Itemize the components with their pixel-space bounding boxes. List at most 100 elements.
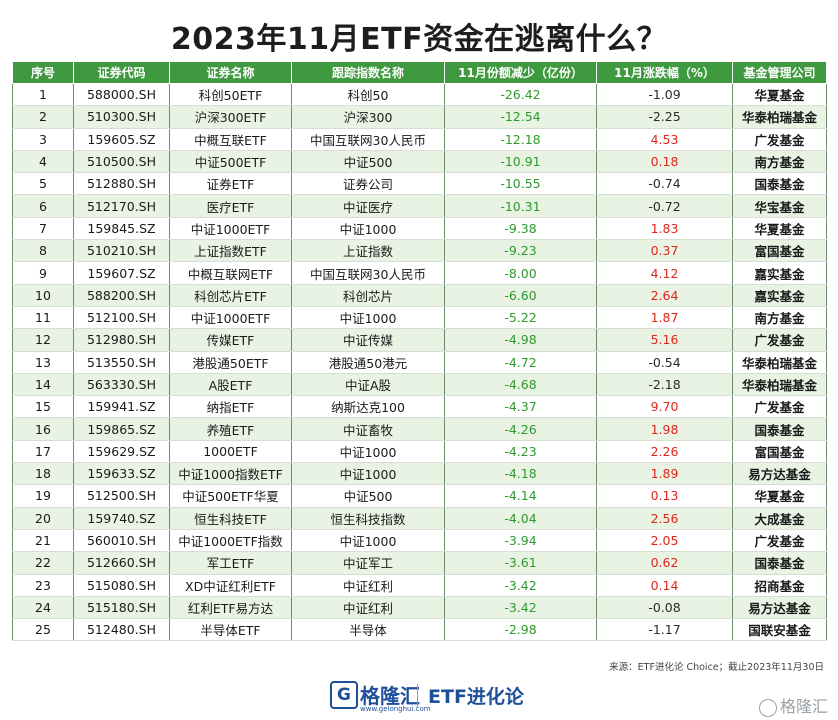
cell-index-name: 中证传媒	[291, 328, 445, 352]
cell-manager: 国泰基金	[732, 172, 827, 196]
cell-price-change: 2.64	[596, 284, 733, 307]
cell-code: 560010.SH	[73, 529, 170, 553]
cell-name: 中证1000ETF	[169, 306, 292, 330]
cell-index-name: 中证红利	[291, 596, 445, 620]
cell-price-change: 4.53	[596, 128, 733, 151]
cell-code: 588000.SH	[73, 83, 170, 107]
col-header-index: 序号	[12, 61, 74, 84]
cell-index-name: 恒生科技指数	[291, 507, 445, 530]
cell-name: 中概互联网ETF	[169, 261, 292, 285]
cell-manager: 易方达基金	[732, 596, 827, 620]
cell-share-change: -2.98	[444, 618, 597, 642]
table-row: 23 515080.SH XD中证红利ETF 中证红利 -3.42 0.14 招商基金	[12, 574, 827, 597]
cell-index-name: 中证1000	[291, 217, 445, 241]
cell-manager: 华宝基金	[732, 194, 827, 218]
table-row: 3 159605.SZ 中概互联ETF 中国互联网30人民币 -12.18 4.53 广发基…	[12, 128, 827, 151]
table-row: 16 159865.SZ 养殖ETF 中证畜牧 -4.26 1.98 国泰基金	[12, 417, 827, 441]
cell-index: 11	[12, 306, 74, 330]
table-header-row: 序号 证券代码 证券名称 跟踪指数名称 11月份额减少（亿份） 11月涨跌幅（%…	[12, 61, 827, 84]
cell-name: 科创50ETF	[169, 83, 292, 107]
table-row: 20 159740.SZ 恒生科技ETF 恒生科技指数 -4.04 2.56 大成基金	[12, 507, 827, 530]
footer: G 格隆汇 www.gelonghui.com ETF进化论 格隆汇	[0, 675, 838, 720]
cell-name: 纳指ETF	[169, 395, 292, 419]
cell-code: 588200.SH	[73, 284, 170, 307]
cell-index-name: 中证500	[291, 484, 445, 508]
cell-name: 中概互联ETF	[169, 128, 292, 151]
cell-code: 515180.SH	[73, 596, 170, 620]
source-note: 来源：ETF进化论 Choice；截止2023年11月30日	[609, 662, 824, 673]
cell-index: 3	[12, 128, 74, 151]
col-header-index-name: 跟踪指数名称	[291, 61, 445, 84]
col-header-manager: 基金管理公司	[732, 61, 827, 84]
cell-share-change: -3.42	[444, 596, 597, 620]
cell-name: 红利ETF易方达	[169, 596, 292, 620]
watermark-logo-icon	[758, 698, 777, 717]
cell-code: 512500.SH	[73, 484, 170, 508]
cell-index-name: 中证1000	[291, 306, 445, 330]
table-row: 18 159633.SZ 中证1000指数ETF 中证1000 -4.18 1.89 易方达…	[12, 462, 827, 486]
cell-index: 20	[12, 507, 74, 530]
cell-name: 传媒ETF	[169, 328, 292, 352]
cell-code: 159629.SZ	[73, 440, 170, 464]
cell-share-change: -4.37	[444, 395, 597, 419]
cell-price-change: 2.05	[596, 529, 733, 553]
cell-share-change: -12.54	[444, 105, 597, 129]
col-header-name: 证券名称	[169, 61, 292, 84]
cell-name: A股ETF	[169, 373, 292, 397]
cell-manager: 国联安基金	[732, 618, 827, 642]
cell-index: 24	[12, 596, 74, 620]
cell-index: 10	[12, 284, 74, 307]
table-row: 22 512660.SH 军工ETF 中证军工 -3.61 0.62 国泰基金	[12, 551, 827, 575]
cell-price-change: 4.12	[596, 261, 733, 285]
cell-index: 4	[12, 150, 74, 174]
cell-price-change: -1.17	[596, 618, 733, 642]
cell-code: 159845.SZ	[73, 217, 170, 241]
cell-share-change: -5.22	[444, 306, 597, 330]
cell-index-name: 中证1000	[291, 462, 445, 486]
table-row: 9 159607.SZ 中概互联网ETF 中国互联网30人民币 -8.00 4.12 嘉实基…	[12, 261, 827, 285]
cell-code: 512980.SH	[73, 328, 170, 352]
cell-code: 510210.SH	[73, 239, 170, 263]
cell-code: 513550.SH	[73, 351, 170, 374]
cell-index: 23	[12, 574, 74, 597]
cell-index: 14	[12, 373, 74, 397]
cell-index-name: 中证1000	[291, 440, 445, 464]
etf-brand-text: ETF进化论	[428, 686, 524, 708]
cell-price-change: -2.25	[596, 105, 733, 129]
cell-index-name: 中证1000	[291, 529, 445, 553]
cell-share-change: -10.55	[444, 172, 597, 196]
cell-name: 恒生科技ETF	[169, 507, 292, 530]
table-row: 12 512980.SH 传媒ETF 中证传媒 -4.98 5.16 广发基金	[12, 328, 827, 352]
table-row: 21 560010.SH 中证1000ETF指数 中证1000 -3.94 2.05 广发基…	[12, 529, 827, 553]
cell-price-change: 0.14	[596, 574, 733, 597]
cell-price-change: -0.08	[596, 596, 733, 620]
cell-name: 中证1000指数ETF	[169, 462, 292, 486]
cell-share-change: -4.72	[444, 351, 597, 374]
cell-price-change: 1.83	[596, 217, 733, 241]
cell-index-name: 港股通50港元	[291, 351, 445, 374]
cell-name: 沪深300ETF	[169, 105, 292, 129]
cell-index-name: 纳斯达克100	[291, 395, 445, 419]
table-row: 7 159845.SZ 中证1000ETF 中证1000 -9.38 1.83 华夏基金	[12, 217, 827, 241]
gelonghui-logo-icon: G	[330, 681, 358, 709]
cell-index-name: 半导体	[291, 618, 445, 642]
cell-name: 科创芯片ETF	[169, 284, 292, 307]
cell-name: 养殖ETF	[169, 417, 292, 441]
cell-manager: 易方达基金	[732, 462, 827, 486]
watermark: 格隆汇	[758, 693, 828, 717]
cell-index: 15	[12, 395, 74, 419]
table-row: 17 159629.SZ 1000ETF 中证1000 -4.23 2.26 富国基金	[12, 440, 827, 464]
cell-manager: 国泰基金	[732, 551, 827, 575]
table-row: 1 588000.SH 科创50ETF 科创50 -26.42 -1.09 华夏基金	[12, 83, 827, 107]
cell-manager: 华泰柏瑞基金	[732, 351, 827, 374]
cell-index: 21	[12, 529, 74, 553]
cell-share-change: -8.00	[444, 261, 597, 285]
watermark-text: 格隆汇	[779, 697, 828, 716]
cell-share-change: -6.60	[444, 284, 597, 307]
cell-share-change: -4.23	[444, 440, 597, 464]
cell-code: 159633.SZ	[73, 462, 170, 486]
cell-index: 7	[12, 217, 74, 241]
cell-share-change: -4.14	[444, 484, 597, 508]
cell-manager: 华夏基金	[732, 217, 827, 241]
cell-index-name: 中国互联网30人民币	[291, 128, 445, 151]
